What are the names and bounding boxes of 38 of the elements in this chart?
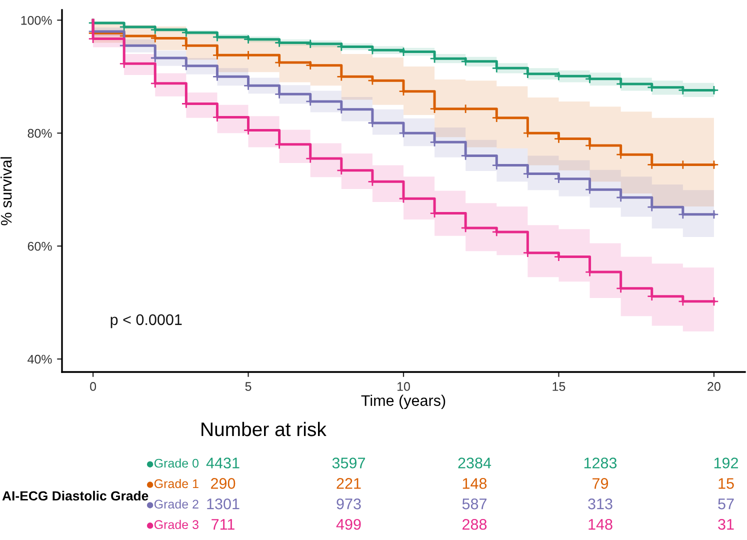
x-tick-label: 20 [708,382,720,391]
text: 148 [462,478,487,489]
text: 1283 [584,458,617,468]
x-tick-label: 0 [90,382,96,391]
text: 499 [336,518,361,530]
text: 711 [212,519,234,530]
text: 57 [718,498,734,510]
text: 221 [336,478,361,489]
y-tick-label: 80% [28,128,52,138]
legend-label: Grade 2 [154,499,198,509]
text: 288 [462,518,487,530]
y-axis-title: % survival [0,157,12,226]
text: AI-ECG Diastolic Grade [2,490,148,501]
x-tick-label: 15 [552,382,566,391]
x-tick-label: 10 [398,382,410,391]
text: 15 [718,478,734,489]
text: 2384 [458,458,492,468]
text: 1301 [207,498,240,510]
annotation: p < 0.0001 [110,314,182,328]
text: 192 [714,458,738,468]
text: 587 [462,498,486,510]
y-tick-label: 100% [21,16,52,25]
text: 973 [336,498,361,510]
text: 3597 [332,458,365,468]
y-tick-label: 60% [28,242,52,251]
y-tick-label: 40% [28,354,52,364]
text: 31 [718,518,734,530]
text: Number at risk [202,422,326,436]
text: 148 [588,518,612,530]
legend-label: Grade 1 [154,478,198,488]
legend-label: Grade 0 [154,458,199,468]
text: 79 [592,478,608,489]
x-axis-title: Time (years) [361,394,446,410]
text: 313 [588,498,612,510]
text: 290 [211,478,236,489]
x-tick-label: 5 [245,382,252,391]
legend-label: Grade 3 [154,520,198,530]
text: 4431 [206,458,240,468]
